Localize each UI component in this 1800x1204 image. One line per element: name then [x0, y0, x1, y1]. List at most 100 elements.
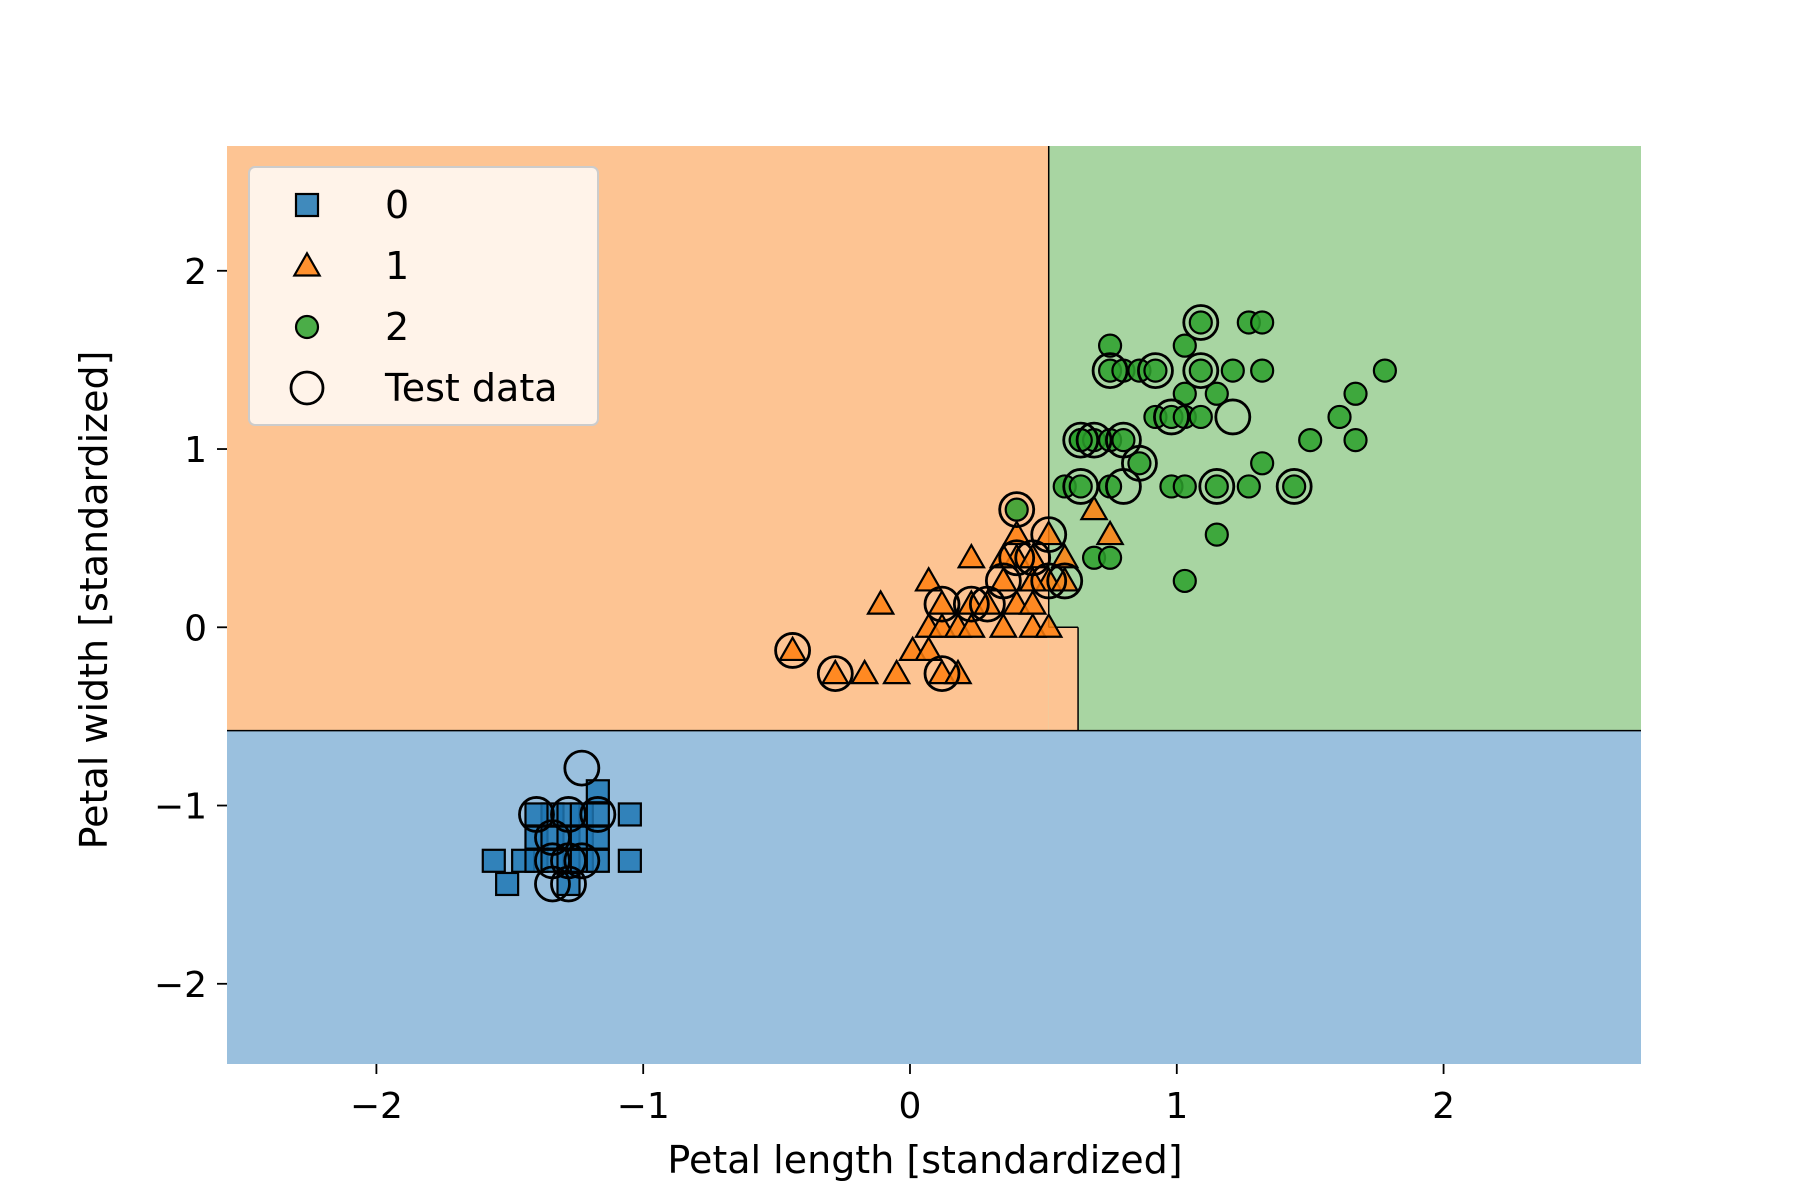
test-data-point	[952, 585, 990, 623]
test-data-point	[1198, 468, 1236, 505]
test-data-point	[1091, 352, 1129, 389]
data-point-class-1	[988, 566, 1018, 592]
data-point-class-0	[585, 779, 610, 804]
data-point-class-2	[1236, 474, 1261, 499]
data-point-class-2	[1188, 310, 1213, 335]
x-tick-label: 0	[899, 1086, 922, 1127]
data-point-class-1	[820, 658, 850, 685]
test-data-point	[1137, 352, 1174, 389]
data-point-class-2	[1343, 381, 1368, 406]
legend-label: 0	[385, 183, 409, 227]
data-point-class-2	[1250, 358, 1275, 383]
data-point-class-2	[1250, 310, 1275, 335]
legend-label: Test data	[384, 366, 558, 410]
x-tick-label: 1	[1165, 1086, 1188, 1127]
data-point-class-0	[617, 848, 642, 873]
test-data-point	[1275, 468, 1313, 505]
test-data-point	[774, 632, 811, 669]
y-tick-label: −2	[154, 965, 207, 1006]
data-point-class-2	[1282, 474, 1307, 499]
test-data-point	[1030, 516, 1068, 553]
test-data-point	[550, 796, 587, 833]
data-point-class-2	[1097, 333, 1123, 358]
legend-marker-class-1	[292, 251, 322, 277]
test-data-point	[923, 585, 961, 623]
data-point-class-2	[1204, 522, 1229, 547]
test-data-point	[1153, 398, 1190, 436]
data-point-class-2	[1068, 474, 1093, 499]
test-data-point	[923, 655, 961, 693]
legend-marker-class-2	[294, 314, 320, 340]
data-point-class-1	[914, 566, 944, 592]
data-point-class-2	[1172, 333, 1197, 358]
test-data-point	[1121, 444, 1158, 482]
test-data-point	[1046, 562, 1084, 600]
test-data-point	[1075, 421, 1113, 459]
test-data-point	[998, 539, 1036, 577]
data-point-class-0	[524, 802, 549, 827]
test-data-point	[998, 491, 1036, 529]
data-point-class-2	[1372, 358, 1397, 383]
legend-marker-class-0	[294, 192, 320, 218]
data-point-class-2	[1004, 497, 1029, 522]
data-point-class-2	[1097, 474, 1123, 499]
data-point-class-0	[481, 848, 506, 873]
data-point-class-0	[495, 871, 520, 897]
data-point-class-0	[585, 802, 610, 827]
data-point-class-1	[956, 542, 986, 569]
test-data-point	[1030, 562, 1068, 600]
legend: 0 1 2 Test data	[248, 166, 599, 426]
legend-label: 1	[385, 244, 409, 288]
data-point-class-2	[1068, 428, 1093, 453]
data-point-class-1	[1034, 612, 1064, 638]
data-point-class-0	[617, 802, 642, 827]
data-point-class-2	[1220, 358, 1245, 383]
y-tick-label: −1	[154, 787, 207, 828]
data-point-class-2	[1250, 451, 1275, 476]
legend-marker-test-data	[289, 370, 325, 406]
data-point-class-1	[927, 589, 957, 615]
test-data-point	[550, 865, 587, 903]
data-point-class-1	[956, 612, 986, 638]
data-point-class-2	[1327, 404, 1352, 430]
data-point-class-2	[1172, 568, 1197, 594]
test-data-point	[1182, 304, 1220, 341]
data-point-class-1	[914, 635, 944, 662]
y-axis-label: Petal width [standardized]	[72, 351, 116, 850]
legend-label: 2	[385, 305, 409, 349]
data-point-class-1	[1034, 519, 1064, 546]
data-point-class-1	[1002, 519, 1032, 546]
region-class-1-2	[1048, 627, 1079, 731]
test-data-point	[563, 842, 601, 880]
data-point-class-1	[850, 658, 880, 685]
data-point-class-2	[1298, 428, 1323, 453]
data-point-class-1	[882, 658, 912, 685]
test-data-point	[579, 796, 617, 833]
test-data-point	[1214, 398, 1252, 436]
data-point-class-1	[866, 589, 896, 615]
test-data-point	[816, 655, 854, 693]
test-data-point	[984, 562, 1022, 600]
axes: −2 −1 0 1 2 −2 −1 0 1 2	[154, 252, 1455, 1127]
data-point-class-1	[1095, 519, 1125, 546]
y-tick-label: 1	[184, 430, 207, 471]
data-point-class-2	[1127, 451, 1152, 476]
data-point-class-2	[1097, 545, 1123, 570]
test-data-point	[534, 865, 571, 903]
x-tick-label: −1	[617, 1086, 670, 1127]
y-tick-label: 2	[184, 252, 207, 293]
test-data-point	[1062, 468, 1100, 505]
test-data-points	[518, 304, 1313, 903]
test-data-point	[1182, 352, 1220, 389]
data-point-class-0	[585, 825, 610, 850]
x-tick-label: 2	[1432, 1086, 1455, 1127]
data-point-class-1	[778, 635, 808, 662]
data-point-class-2	[1204, 474, 1229, 499]
data-point-class-2	[1143, 358, 1168, 383]
legend-box	[248, 166, 599, 426]
data-point-class-2	[1204, 381, 1229, 406]
x-axis-label: Petal length [standardized]	[667, 1138, 1182, 1182]
test-data-point	[1062, 421, 1100, 459]
